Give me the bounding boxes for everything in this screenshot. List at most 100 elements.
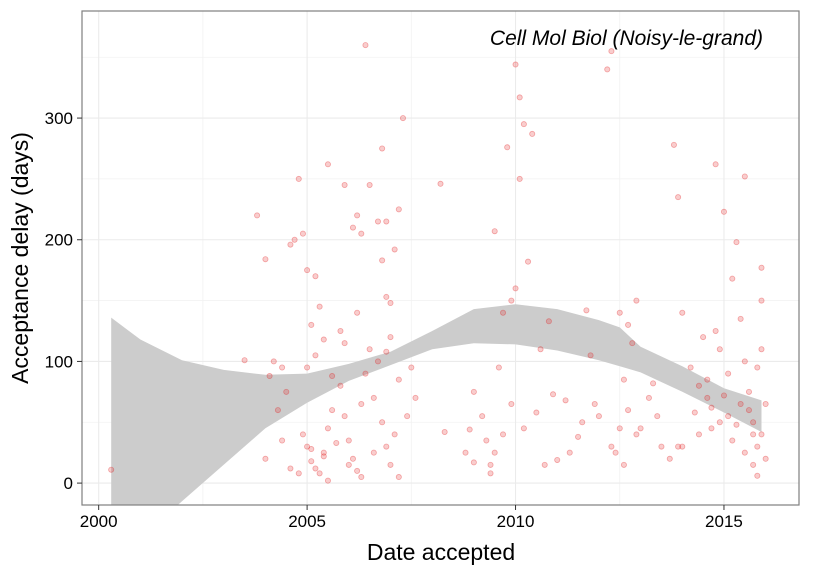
data-point (437, 180, 444, 187)
y-axis-title: Acceptance delay (days) (7, 132, 33, 384)
data-point (354, 212, 361, 219)
data-point (362, 42, 369, 49)
data-point (262, 455, 269, 462)
data-point (379, 145, 386, 152)
data-point (620, 461, 627, 468)
data-point (716, 419, 723, 426)
data-point (541, 461, 548, 468)
x-tick-label: 2010 (497, 512, 535, 531)
data-point (687, 364, 694, 371)
data-point (108, 466, 115, 473)
data-point (266, 373, 273, 380)
data-point (625, 321, 632, 328)
data-point (729, 275, 736, 282)
data-point (604, 66, 611, 73)
x-tick-label: 2005 (288, 512, 326, 531)
data-point (612, 449, 619, 456)
data-point (312, 465, 319, 472)
data-point (491, 449, 498, 456)
y-tick-label: 300 (45, 109, 73, 128)
data-point (616, 425, 623, 432)
data-point (729, 437, 736, 444)
data-point (666, 455, 673, 462)
data-point (312, 273, 319, 280)
data-point (395, 206, 402, 213)
data-point (287, 241, 294, 248)
data-point (383, 218, 390, 225)
data-point (525, 258, 532, 265)
data-point (679, 443, 686, 450)
data-point (725, 413, 732, 420)
data-point (366, 346, 373, 353)
data-point (520, 121, 527, 128)
data-point (633, 297, 640, 304)
data-point (349, 455, 356, 462)
data-point (370, 449, 377, 456)
data-point (379, 257, 386, 264)
data-point (637, 425, 644, 432)
data-point (337, 382, 344, 389)
data-point (395, 376, 402, 383)
data-point (387, 461, 394, 468)
data-point (520, 425, 527, 432)
data-point (304, 267, 311, 274)
data-point (299, 431, 306, 438)
data-point (508, 401, 515, 408)
plot-panel-border (81, 10, 800, 506)
data-point (404, 413, 411, 420)
data-point (754, 364, 761, 371)
data-point (754, 443, 761, 450)
data-point (312, 352, 319, 359)
data-point (337, 328, 344, 335)
data-point (349, 224, 356, 231)
data-point (691, 409, 698, 416)
data-point (754, 472, 761, 479)
data-point (608, 48, 615, 55)
x-axis: 2000 2005 2010 2015 (80, 505, 743, 531)
data-point (583, 307, 590, 314)
data-point (720, 208, 727, 215)
data-point (758, 346, 765, 353)
data-point (741, 449, 748, 456)
x-axis-title: Date accepted (367, 539, 515, 565)
data-point (304, 364, 311, 371)
data-point (762, 455, 769, 462)
data-point (708, 404, 715, 411)
panel-title: Cell Mol Biol (Noisy-le-grand) (490, 27, 763, 50)
data-point (308, 321, 315, 328)
data-point (466, 426, 473, 433)
data-point (500, 431, 507, 438)
data-point (354, 467, 361, 474)
data-point (320, 336, 327, 343)
data-point (595, 413, 602, 420)
data-point (358, 474, 365, 481)
data-point (358, 401, 365, 408)
data-point (395, 474, 402, 481)
data-point (716, 346, 723, 353)
data-point (516, 175, 523, 182)
data-point (587, 352, 594, 359)
data-point (741, 173, 748, 180)
y-tick-label: 200 (45, 231, 73, 250)
data-point (341, 340, 348, 347)
data-point (370, 394, 377, 401)
data-point (387, 300, 394, 307)
y-tick-label: 100 (45, 352, 73, 371)
data-point (324, 425, 331, 432)
data-point (741, 358, 748, 365)
grid-lines (82, 11, 799, 505)
data-point (291, 236, 298, 243)
data-point (470, 459, 477, 466)
data-point (512, 61, 519, 68)
data-point (700, 334, 707, 341)
data-point (745, 407, 752, 414)
data-point (491, 228, 498, 235)
data-point (762, 401, 769, 408)
data-point (341, 413, 348, 420)
data-point (658, 443, 665, 450)
data-point (704, 394, 711, 401)
data-point (508, 297, 515, 304)
data-point (320, 449, 327, 456)
data-point (708, 425, 715, 432)
